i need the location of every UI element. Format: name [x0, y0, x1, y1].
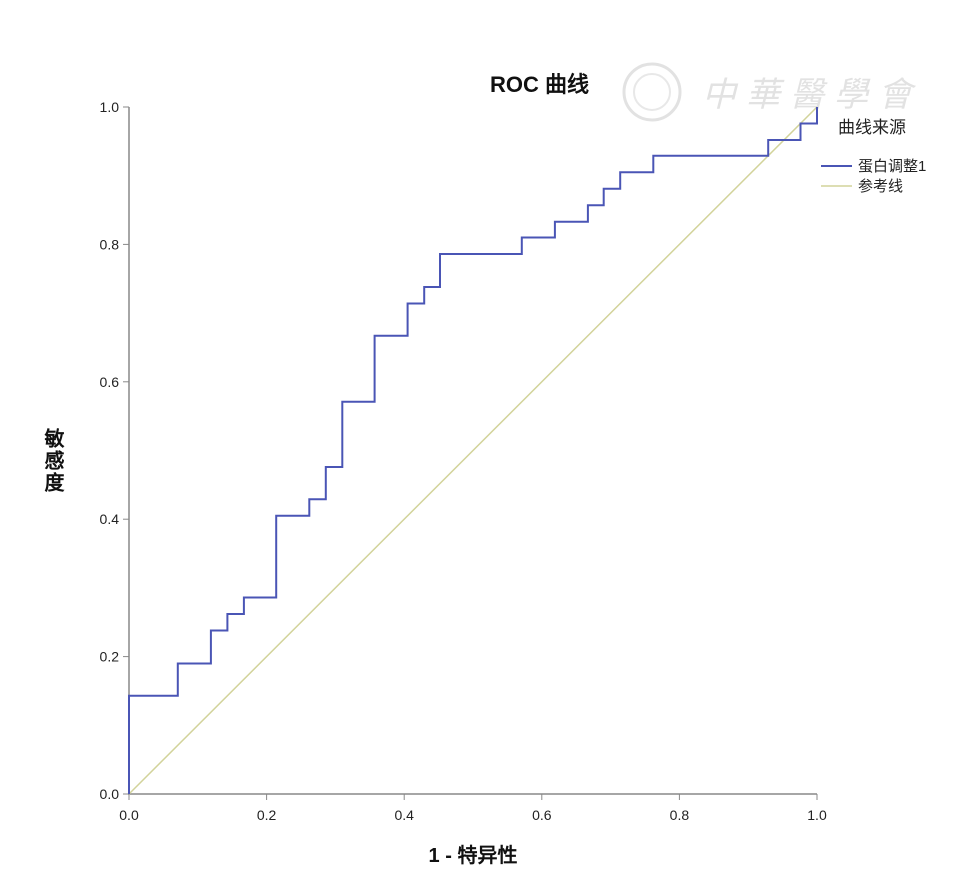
watermark: 中華醫學會 — [622, 62, 922, 122]
x-tick-label: 0.2 — [257, 807, 277, 823]
chart-title: ROC 曲线 — [490, 72, 589, 97]
series-layer — [128, 106, 818, 795]
x-axis-label: 1 - 特异性 — [429, 843, 518, 867]
y-tick-label: 0.8 — [100, 236, 120, 252]
y-tick-label: 0.6 — [100, 374, 120, 390]
series-line-2 — [128, 106, 818, 795]
x-tick-label: 0.0 — [119, 807, 139, 823]
x-tick-label: 1.0 — [807, 807, 827, 823]
legend-title: 曲线来源 — [838, 118, 906, 137]
legend-label-series-2: 参考线 — [858, 178, 903, 195]
series-line-1 — [128, 107, 818, 794]
y-axis-label: 敏感度 — [41, 427, 65, 494]
legend: 曲线来源 蛋白调整1 参考线 — [821, 118, 926, 195]
y-tick-label: 0.4 — [100, 511, 120, 527]
y-tick-label: 0.2 — [100, 649, 120, 665]
x-ticks: 0.0 0.2 0.4 0.6 0.8 1.0 — [119, 794, 827, 823]
axes — [128, 107, 817, 795]
y-ticks: 0.0 0.2 0.4 0.6 0.8 1.0 — [100, 99, 129, 802]
watermark-seal-icon — [622, 62, 682, 122]
watermark-seal-inner — [633, 73, 671, 111]
legend-label-series-1: 蛋白调整1 — [858, 158, 926, 175]
watermark-text: 中華醫學會 — [702, 75, 922, 115]
y-tick-label: 0.0 — [100, 786, 120, 802]
y-tick-label: 1.0 — [100, 99, 120, 115]
x-tick-label: 0.4 — [394, 807, 414, 823]
x-tick-label: 0.8 — [670, 807, 690, 823]
x-tick-label: 0.6 — [532, 807, 552, 823]
